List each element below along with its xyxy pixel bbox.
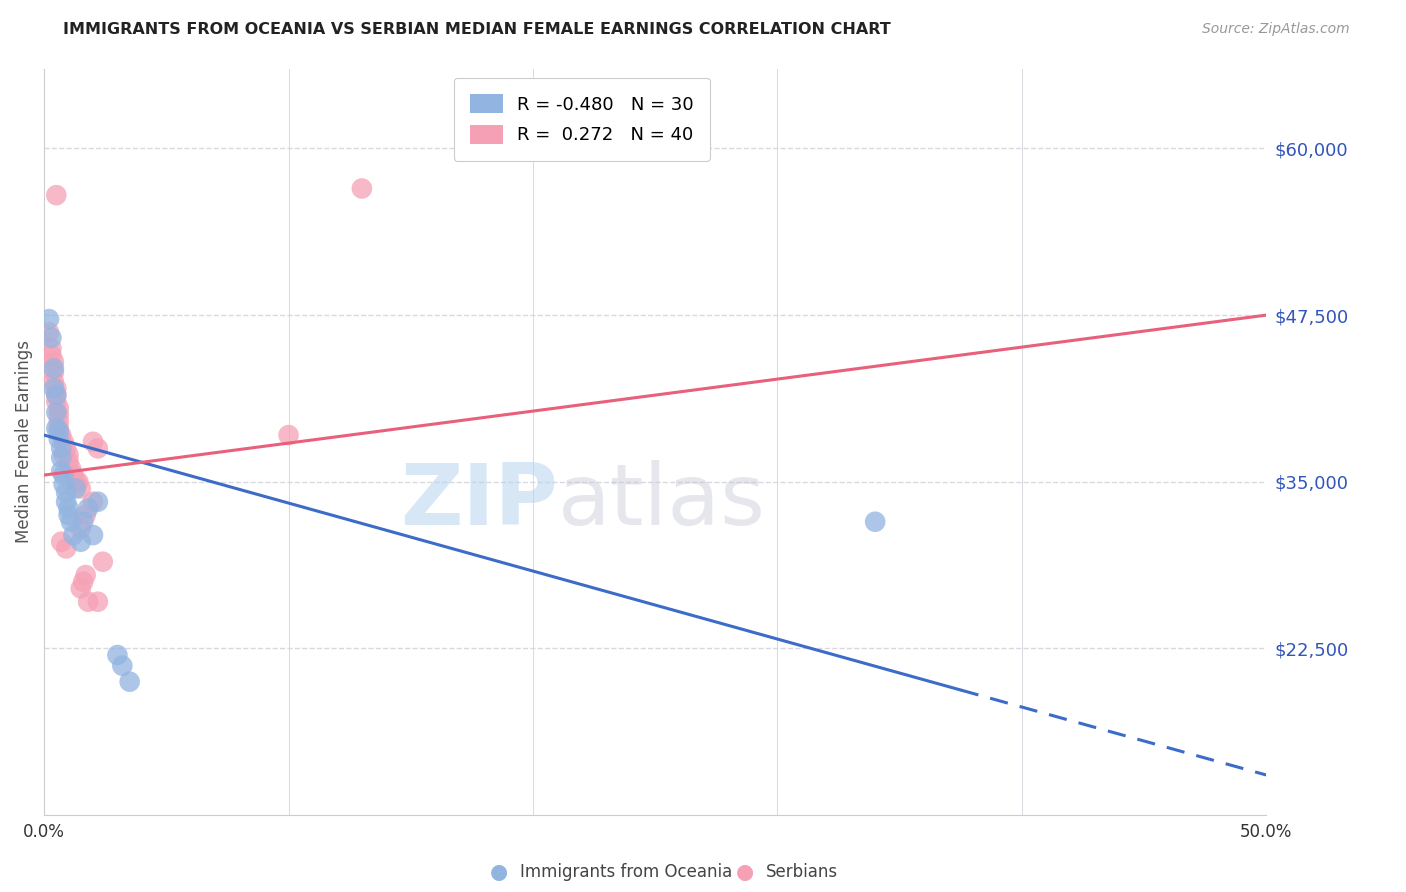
Y-axis label: Median Female Earnings: Median Female Earnings — [15, 340, 32, 543]
Text: Serbians: Serbians — [766, 863, 838, 881]
Point — [58, 501, 80, 516]
Text: Immigrants from Oceania: Immigrants from Oceania — [520, 863, 733, 881]
Point — [48, 424, 70, 438]
Point — [42, 366, 65, 380]
Point — [42, 375, 65, 389]
Point — [59, 461, 82, 475]
Point — [65, 482, 87, 496]
Point — [55, 494, 77, 508]
Point — [55, 485, 77, 500]
Point — [45, 388, 67, 402]
Point — [48, 415, 70, 429]
Legend: R = -0.480   N = 30, R =  0.272   N = 40: R = -0.480 N = 30, R = 0.272 N = 40 — [454, 78, 710, 161]
Point — [67, 475, 90, 489]
Point — [87, 494, 110, 508]
Point — [82, 528, 104, 542]
Point — [77, 501, 100, 516]
Point — [59, 515, 82, 529]
Point — [62, 468, 84, 483]
Point — [69, 521, 91, 535]
Point — [65, 475, 87, 489]
Point — [58, 448, 80, 462]
Point — [38, 312, 60, 326]
Point — [62, 528, 84, 542]
Point — [41, 342, 63, 356]
Point — [87, 442, 110, 456]
Point — [45, 381, 67, 395]
Point — [58, 455, 80, 469]
Point — [51, 450, 73, 465]
Text: atlas: atlas — [557, 460, 765, 543]
Point — [863, 515, 886, 529]
Text: ●: ● — [737, 863, 754, 882]
Point — [41, 331, 63, 345]
Point — [48, 408, 70, 422]
Point — [55, 541, 77, 556]
Point — [45, 394, 67, 409]
Point — [107, 648, 129, 662]
Text: IMMIGRANTS FROM OCEANIA VS SERBIAN MEDIAN FEMALE EARNINGS CORRELATION CHART: IMMIGRANTS FROM OCEANIA VS SERBIAN MEDIA… — [63, 22, 891, 37]
Point — [91, 555, 114, 569]
Point — [82, 494, 104, 508]
Point — [42, 361, 65, 376]
Point — [52, 477, 75, 491]
Point — [87, 595, 110, 609]
Point — [51, 442, 73, 456]
Point — [52, 448, 75, 462]
Text: Source: ZipAtlas.com: Source: ZipAtlas.com — [1202, 22, 1350, 37]
Point — [38, 326, 60, 340]
Point — [52, 468, 75, 483]
Point — [69, 482, 91, 496]
Point — [51, 428, 73, 442]
Text: ●: ● — [491, 863, 508, 882]
Point — [48, 401, 70, 416]
Point — [41, 348, 63, 362]
Point — [55, 442, 77, 456]
Point — [111, 658, 134, 673]
Point — [45, 388, 67, 402]
Point — [51, 534, 73, 549]
Point — [45, 405, 67, 419]
Point — [45, 421, 67, 435]
Point — [52, 434, 75, 449]
Point — [72, 574, 94, 589]
Point — [42, 381, 65, 395]
Point — [45, 188, 67, 202]
Point — [77, 595, 100, 609]
Point — [48, 432, 70, 446]
Point — [48, 421, 70, 435]
Point — [350, 181, 373, 195]
Point — [118, 674, 141, 689]
Point — [82, 434, 104, 449]
Point — [277, 428, 299, 442]
Point — [75, 508, 97, 522]
Point — [69, 582, 91, 596]
Point — [51, 464, 73, 478]
Point — [75, 568, 97, 582]
Point — [72, 515, 94, 529]
Point — [58, 508, 80, 522]
Text: ZIP: ZIP — [399, 460, 557, 543]
Point — [42, 355, 65, 369]
Point — [69, 534, 91, 549]
